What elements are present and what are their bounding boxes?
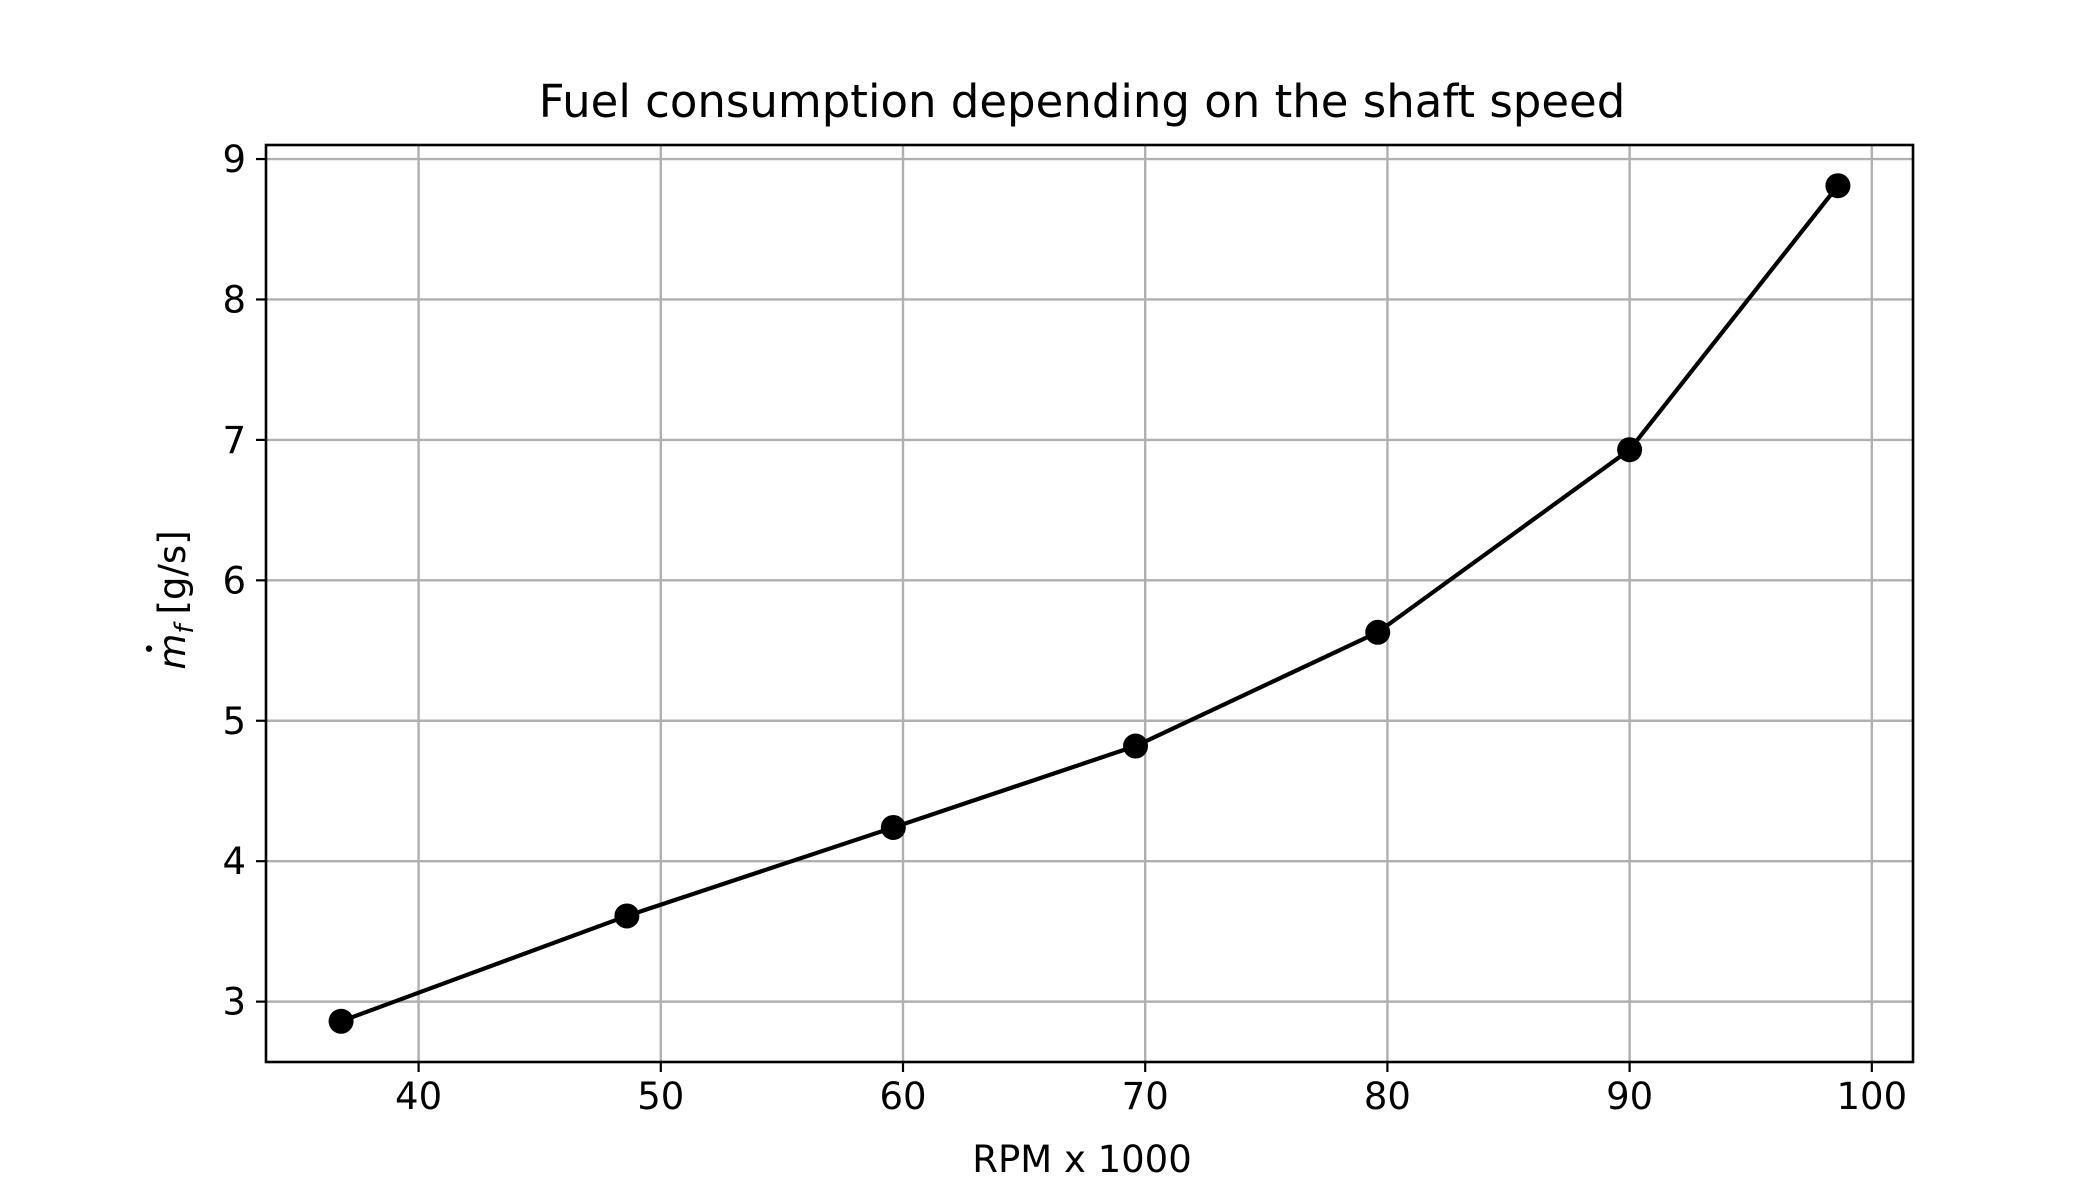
y-tick-label-6: 6 — [222, 559, 246, 602]
grid-lines — [266, 145, 1913, 1062]
data-point-6 — [1825, 173, 1851, 199]
y-tick-label-7: 7 — [222, 419, 246, 462]
x-tick-label-80: 80 — [1364, 1075, 1411, 1118]
x-tick-label-60: 60 — [879, 1075, 926, 1118]
x-tick-label-70: 70 — [1122, 1075, 1169, 1118]
y-tick-label-4: 4 — [222, 840, 246, 883]
y-tick-label-8: 8 — [222, 278, 246, 321]
y-tick-label-9: 9 — [222, 138, 246, 181]
x-tick-label-100: 100 — [1837, 1075, 1908, 1118]
x-tick-label-50: 50 — [637, 1075, 684, 1118]
chart-title: Fuel consumption depending on the shaft … — [539, 75, 1626, 128]
x-axis-ticks: 40 50 60 70 80 90 100 — [395, 1062, 1907, 1118]
y-axis-label-overdot — [145, 645, 153, 652]
x-axis-label: RPM x 1000 — [972, 1138, 1192, 1181]
data-point-2 — [880, 814, 906, 840]
y-axis-label-symbol: m — [151, 634, 194, 670]
y-axis-label-unit: [g/s] — [151, 530, 194, 614]
y-tick-label-3: 3 — [222, 981, 246, 1024]
plot-area-frame — [264, 143, 1915, 1064]
data-points — [328, 173, 1851, 1034]
y-tick-label-5: 5 — [222, 700, 246, 743]
x-tick-label-40: 40 — [395, 1075, 442, 1118]
data-point-1 — [614, 903, 640, 929]
data-point-3 — [1123, 733, 1149, 759]
x-tick-label-90: 90 — [1606, 1075, 1653, 1118]
data-point-5 — [1617, 437, 1643, 463]
y-axis-label: mf[g/s] — [151, 530, 200, 669]
y-axis-ticks: 3 4 5 6 7 8 9 — [222, 138, 266, 1024]
data-point-0 — [328, 1008, 354, 1034]
data-point-4 — [1365, 619, 1391, 645]
